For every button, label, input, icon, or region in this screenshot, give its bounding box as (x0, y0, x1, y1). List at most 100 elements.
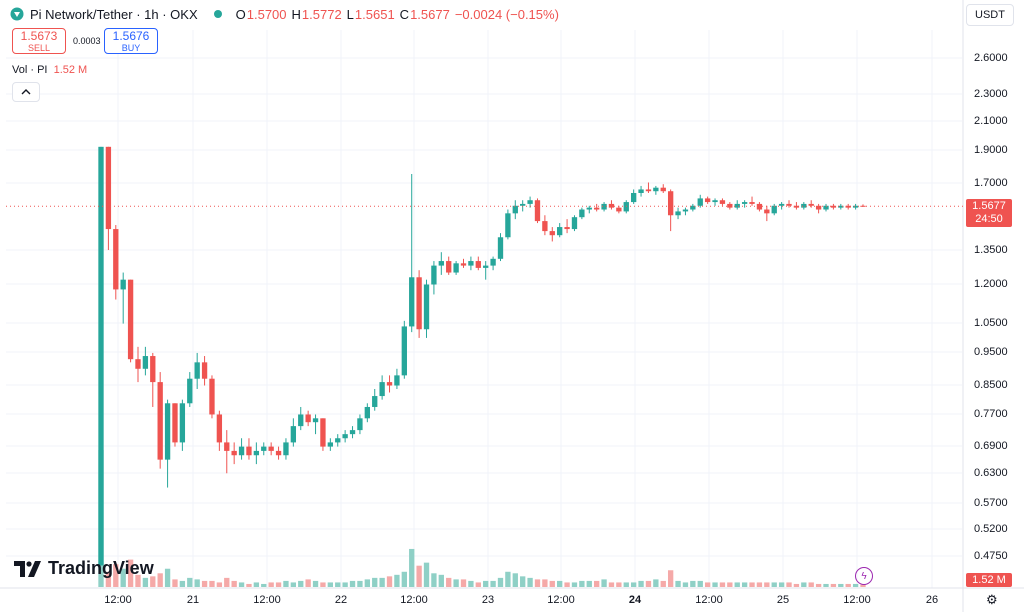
candle-body (275, 450, 282, 456)
high-value: 1.5772 (301, 6, 342, 22)
volume-bar (335, 582, 341, 587)
symbol-title[interactable]: Pi Network/Tether · 1h · OKX (30, 6, 198, 22)
candle-body (409, 277, 415, 327)
candle-body (246, 446, 252, 456)
volume-bar (379, 577, 385, 587)
volume-bar (446, 577, 452, 587)
open-value: 1.5700 (246, 6, 287, 22)
candle-body (845, 205, 851, 208)
y-tick-label: 0.6300 (974, 467, 1008, 479)
sell-button[interactable]: 1.5673 SELL (12, 28, 66, 54)
volume-bar (409, 548, 415, 587)
candle-body (741, 202, 748, 204)
volume-legend[interactable]: Vol · PI 1.52 M (12, 64, 87, 76)
candle-body (778, 203, 785, 206)
x-tick-label: 23 (481, 594, 495, 606)
candle-body (142, 356, 149, 369)
volume-bar (719, 582, 726, 587)
candle-body (238, 446, 245, 456)
candle-body (335, 438, 341, 443)
volume-bar (542, 579, 548, 587)
candle-body (298, 414, 304, 427)
volume-bar (372, 577, 378, 587)
volume-bar (830, 583, 837, 587)
volume-bar (845, 583, 851, 587)
volume-bar (275, 582, 282, 587)
collapse-legend-button[interactable] (12, 82, 40, 102)
volume-bar (246, 583, 252, 587)
volume-bar (771, 582, 777, 587)
candle-body (231, 450, 237, 456)
volume-bar (253, 582, 260, 587)
candle-body (446, 261, 452, 273)
x-tick-label: 25 (776, 594, 790, 606)
volume-bar (475, 582, 481, 587)
candle-body (320, 418, 326, 447)
volume-bar (238, 582, 245, 587)
volume-bar (342, 582, 348, 587)
volume-bar (216, 582, 223, 587)
volume-bar (127, 559, 134, 587)
volume-bar (734, 582, 740, 587)
candle-body (113, 229, 119, 290)
tradingview-logo[interactable]: TradingView (14, 558, 154, 579)
x-tick-label: 12:00 (695, 594, 723, 606)
volume-bar (142, 577, 149, 587)
last-price-value: 1.5677 (972, 200, 1006, 212)
candle-body (357, 418, 363, 431)
sell-label: SELL (27, 43, 51, 53)
volume-bar (290, 582, 297, 587)
candle-body (534, 200, 541, 222)
volume-bar (231, 580, 237, 587)
volume-bar (749, 582, 755, 587)
volume-bar (201, 580, 208, 587)
candle-body (512, 205, 518, 214)
currency-selector[interactable]: USDT (966, 4, 1014, 26)
y-tick-label: 2.1000 (974, 115, 1008, 127)
volume-bar (712, 582, 718, 587)
last-volume-tag: 1.52 M (966, 573, 1012, 587)
volume-bar (349, 580, 356, 587)
volume-bar (490, 580, 496, 587)
volume-legend-label: Vol · PI (12, 64, 48, 76)
candle-body (423, 284, 430, 330)
candle-body (253, 450, 260, 456)
volume-bar (608, 582, 615, 587)
volume-bar (261, 583, 267, 587)
candle-body (453, 263, 459, 273)
volume-bar (653, 579, 659, 587)
volume-bar (616, 582, 622, 587)
candle-body (623, 202, 629, 212)
legend-header: Pi Network/Tether · 1h · OKX O 1.5700 H … (10, 4, 564, 24)
change-value: −0.0024 (−0.15%) (454, 6, 559, 22)
candle-body (194, 362, 200, 379)
candle-body (771, 205, 777, 214)
buy-price: 1.5676 (112, 29, 150, 43)
candle-body (571, 217, 578, 230)
buy-button[interactable]: 1.5676 BUY (104, 28, 158, 54)
candle-body (312, 418, 319, 423)
candle-body (379, 382, 385, 397)
candle-body (468, 261, 474, 266)
volume-bar (505, 571, 511, 587)
volume-bar (808, 582, 814, 587)
volume-bar (298, 580, 304, 587)
volume-bar (601, 579, 607, 587)
volume-bar (704, 582, 711, 587)
candle-body (268, 446, 274, 451)
y-tick-label: 0.7700 (974, 408, 1008, 420)
gear-icon[interactable]: ⚙ (986, 592, 998, 607)
candle-body (660, 187, 666, 192)
candle-body (557, 227, 563, 236)
candle-body (601, 203, 607, 210)
sell-price: 1.5673 (20, 29, 58, 43)
spread-value: 0.0003 (73, 36, 101, 46)
candle-body (261, 446, 267, 451)
last-price-tag: 1.5677 24:50 (966, 199, 1012, 227)
volume-bar (483, 580, 489, 587)
volume-bar (283, 580, 289, 587)
candle-body (830, 205, 837, 208)
candle-body (416, 277, 422, 330)
lightning-icon[interactable]: ϟ (855, 567, 873, 585)
